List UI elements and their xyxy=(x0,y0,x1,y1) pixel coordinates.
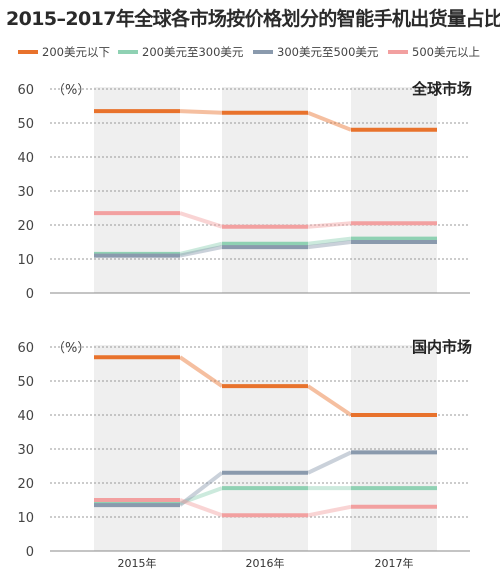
category-band xyxy=(222,345,308,551)
y-tick-label: 50 xyxy=(17,117,34,132)
category-band xyxy=(222,87,308,293)
y-tick-label: 10 xyxy=(17,253,34,268)
series-connector xyxy=(179,211,223,229)
series-connector xyxy=(306,384,353,417)
series-1 xyxy=(94,355,437,417)
series-connector xyxy=(307,221,352,229)
y-tick-label: 0 xyxy=(26,287,34,302)
series-connector xyxy=(307,450,352,475)
chart-title: 2015–2017年全球各市场按价格划分的智能手机出货量占比 xyxy=(6,8,500,30)
series-connector xyxy=(307,236,352,246)
legend-swatch xyxy=(253,50,273,54)
series-connector xyxy=(179,245,223,258)
legend-item-under-200: 200美元以下 xyxy=(18,44,110,60)
y-unit-label: （%） xyxy=(52,83,90,98)
series-connector xyxy=(307,504,352,518)
y-tick-label: 60 xyxy=(17,341,34,356)
legend-swatch xyxy=(118,50,138,54)
category-band xyxy=(351,345,437,551)
legend-label: 300美元至500美元 xyxy=(277,45,379,59)
series-4 xyxy=(94,498,437,518)
legend-item-over-500: 500美元以上 xyxy=(388,44,480,60)
series-4 xyxy=(94,211,437,229)
y-tick-label: 30 xyxy=(17,185,34,200)
panel-label: 全球市场 xyxy=(411,80,472,98)
series-connector xyxy=(178,471,224,507)
legend-item-300-500: 300美元至500美元 xyxy=(253,44,378,60)
series-connector xyxy=(307,240,352,250)
y-tick-label: 60 xyxy=(17,83,34,98)
y-tick-label: 30 xyxy=(17,443,34,458)
series-connector xyxy=(178,355,224,388)
legend-swatch xyxy=(18,50,38,54)
legend-swatch xyxy=(388,50,408,54)
legend: 200美元以下 200美元至300美元 300美元至500美元 500美元以上 xyxy=(18,44,488,64)
y-tick-label: 40 xyxy=(17,151,34,166)
y-unit-label: （%） xyxy=(52,341,90,356)
series-connector xyxy=(179,241,223,256)
series-3 xyxy=(94,450,437,508)
x-tick-label: 2017年 xyxy=(375,556,414,570)
y-tick-label: 10 xyxy=(17,511,34,526)
series-connector xyxy=(179,486,223,506)
series-connector xyxy=(179,109,223,115)
x-tick-label: 2016年 xyxy=(246,556,285,570)
y-tick-label: 20 xyxy=(17,477,34,492)
legend-item-200-300: 200美元至300美元 xyxy=(118,44,243,60)
panel-label: 国内市场 xyxy=(412,338,472,356)
series-1 xyxy=(94,109,437,132)
y-tick-label: 20 xyxy=(17,219,34,234)
y-tick-label: 40 xyxy=(17,409,34,424)
category-band xyxy=(94,87,180,293)
y-tick-label: 50 xyxy=(17,375,34,390)
chart-panel-2: 0 10 20 30 40 50 60 （%） 国内市场 2015年 2016年 2017年 xyxy=(17,338,472,570)
category-band xyxy=(351,87,437,293)
category-band xyxy=(94,345,180,551)
series-connector xyxy=(307,110,352,132)
legend-label: 200美元以下 xyxy=(42,45,110,59)
legend-label: 200美元至300美元 xyxy=(142,45,244,59)
chart-panel-1: 0 10 20 30 40 50 60 （%） 全球市场 xyxy=(17,80,472,302)
y-tick-label: 0 xyxy=(26,545,34,560)
legend-label: 500美元以上 xyxy=(412,45,480,59)
series-3 xyxy=(94,240,437,258)
series-connector xyxy=(179,498,223,518)
x-tick-label: 2015年 xyxy=(118,556,157,570)
